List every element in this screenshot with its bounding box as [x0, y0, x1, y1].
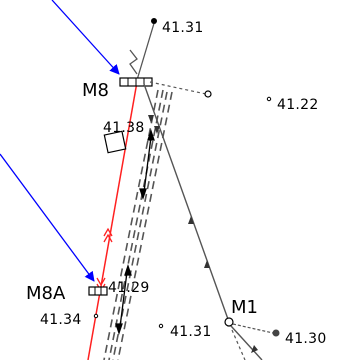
spot-height-marker-top — [151, 18, 157, 24]
red-drain-pipe — [87, 81, 138, 360]
inspection-box-icon — [103, 130, 127, 154]
spot-height-marker — [266, 96, 272, 102]
m8-offset-dotted-line — [149, 81, 207, 95]
station-label-m1: M1 — [231, 297, 258, 318]
manhole-m1[interactable] — [224, 317, 234, 327]
m1-dotted-branch — [232, 323, 274, 334]
manhole-m8a[interactable] — [88, 286, 108, 296]
measure-arrow-upper — [139, 128, 155, 201]
m1-branch-end-icon — [272, 329, 280, 337]
station-label-m8a: M8A — [26, 283, 66, 304]
flow-direction-arrows-icon — [148, 115, 210, 268]
zigzag-break-icon — [129, 49, 138, 75]
manhole-m8[interactable] — [119, 77, 153, 87]
elevation-label: 41.22 — [277, 97, 319, 113]
survey-line-north — [136, 19, 156, 81]
offset-end-circle-icon — [204, 90, 212, 98]
elevation-label: 41.31 — [162, 20, 204, 36]
m8-leader-arrow — [51, 0, 120, 75]
elevation-label: 41.29 — [108, 280, 150, 296]
spot-height-marker — [158, 323, 164, 329]
elevation-label: 41.30 — [285, 331, 327, 347]
spot-height-marker — [93, 313, 99, 319]
elevation-label: 41.38 — [103, 120, 145, 136]
survey-line-m8-m1 — [143, 83, 230, 323]
measure-arrow-lower — [115, 263, 132, 336]
m1-outlet-arrow-icon — [251, 345, 258, 353]
m8a-leader-arrow — [0, 153, 95, 282]
m1-outlet-line — [230, 325, 263, 360]
station-label-m8: M8 — [82, 80, 109, 101]
elevation-label: 41.31 — [170, 324, 212, 340]
elevation-label: 41.34 — [40, 312, 82, 328]
